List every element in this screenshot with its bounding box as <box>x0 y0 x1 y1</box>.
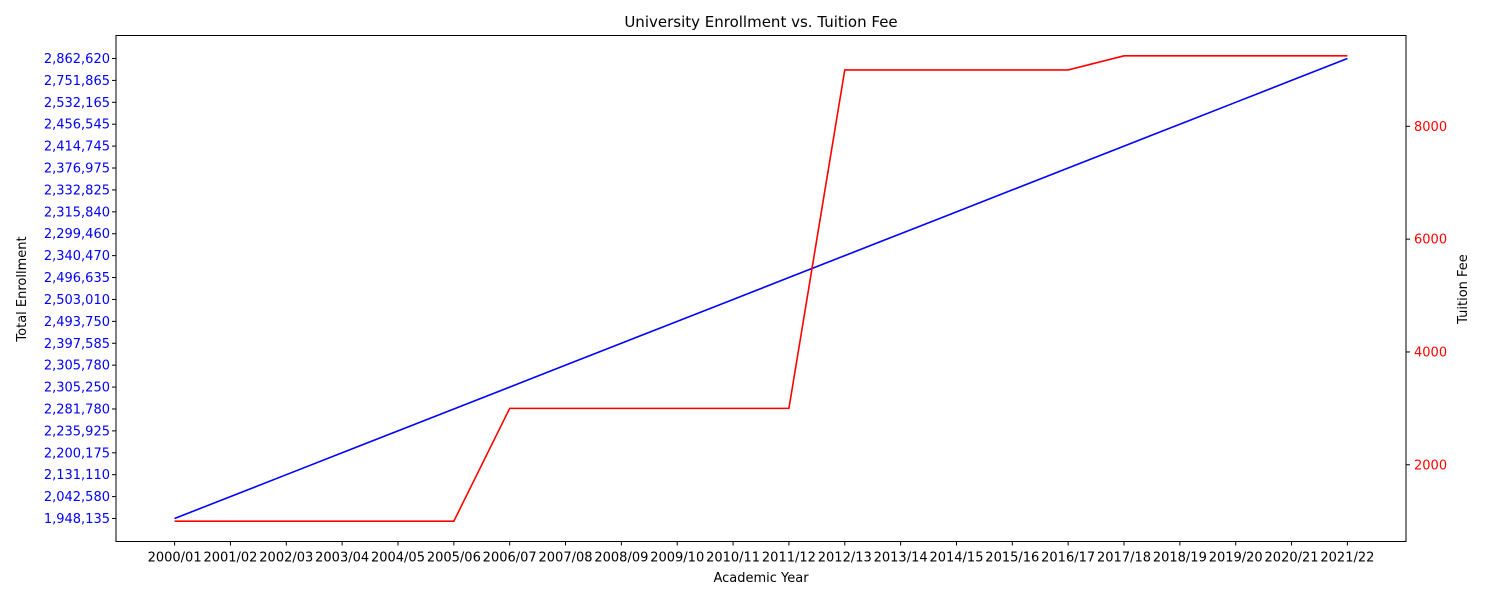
right-axis-tick-label: 8000 <box>1414 120 1447 135</box>
left-axis-tick-label: 2,315,840 <box>44 205 110 220</box>
left-axis-tick-label: 2,376,975 <box>44 162 110 177</box>
left-axis-tick-label: 2,235,925 <box>44 424 110 439</box>
left-axis-tick-label: 2,332,825 <box>44 183 110 198</box>
x-axis-tick-label: 2010/11 <box>706 551 760 566</box>
right-axis-tick-label: 6000 <box>1414 233 1447 248</box>
left-axis-tick-label: 2,862,620 <box>44 52 110 67</box>
left-axis-tick-label: 1,948,135 <box>44 512 110 527</box>
left-axis-tick-label: 2,532,165 <box>44 96 110 111</box>
x-axis-tick-label: 2018/19 <box>1153 551 1207 566</box>
right-axis-tick-label: 2000 <box>1414 458 1447 473</box>
x-axis-tick-label: 2020/21 <box>1265 551 1319 566</box>
x-axis-tick-label: 2014/15 <box>929 551 983 566</box>
x-axis-tick-label: 2002/03 <box>259 551 313 566</box>
left-axis-tick-label: 2,340,470 <box>44 249 110 264</box>
x-axis-tick-label: 2001/02 <box>203 551 257 566</box>
left-axis-tick-label: 2,414,745 <box>44 140 110 155</box>
x-axis-tick-label: 2009/10 <box>650 551 704 566</box>
tuition-fee-line <box>174 55 1348 522</box>
left-axis-tick-label: 2,131,110 <box>44 468 110 483</box>
enrollment-line <box>174 57 1348 520</box>
right-axis-tick-label: 4000 <box>1414 345 1447 360</box>
left-axis-tick-label: 2,456,545 <box>44 118 110 133</box>
x-axis-tick-label: 2015/16 <box>985 551 1039 566</box>
x-axis-tick-label: 2008/09 <box>594 551 648 566</box>
left-axis-tick-label: 2,496,635 <box>44 271 110 286</box>
x-axis-tick-label: 2000/01 <box>148 551 202 566</box>
x-axis-tick-label: 2003/04 <box>315 551 369 566</box>
x-axis-tick-label: 2007/08 <box>539 551 593 566</box>
x-axis-tick-label: 2012/13 <box>818 551 872 566</box>
x-axis-tick-label: 2013/14 <box>874 551 928 566</box>
plot-frame <box>115 35 1407 542</box>
x-axis-tick-label: 2004/05 <box>371 551 425 566</box>
left-axis-label: Total Enrollment <box>15 236 30 342</box>
x-axis-tick-label: 2019/20 <box>1209 551 1263 566</box>
left-axis-tick-label: 2,751,865 <box>44 74 110 89</box>
x-axis-tick-label: 2005/06 <box>427 551 481 566</box>
x-axis-tick-label: 2017/18 <box>1097 551 1151 566</box>
x-axis-label: Academic Year <box>713 571 809 586</box>
left-axis-tick-label: 2,397,585 <box>44 337 110 352</box>
left-axis-tick-label: 2,493,750 <box>44 315 110 330</box>
x-axis-tick-label: 2016/17 <box>1041 551 1095 566</box>
x-axis-tick-label: 2011/12 <box>762 551 816 566</box>
chart-title: University Enrollment vs. Tuition Fee <box>624 13 897 31</box>
left-axis-tick-label: 2,305,250 <box>44 381 110 396</box>
left-axis-tick-label: 2,042,580 <box>44 490 110 505</box>
left-axis-tick-label: 2,299,460 <box>44 227 110 242</box>
x-axis-tick-label: 2021/22 <box>1320 551 1374 566</box>
left-axis-tick-label: 2,503,010 <box>44 293 110 308</box>
right-axis-label: Tuition Fee <box>1456 254 1471 325</box>
left-axis-tick-label: 2,200,175 <box>44 446 110 461</box>
left-axis-tick-label: 2,305,780 <box>44 359 110 374</box>
left-axis-tick-label: 2,281,780 <box>44 402 110 417</box>
x-axis-tick-label: 2006/07 <box>483 551 537 566</box>
